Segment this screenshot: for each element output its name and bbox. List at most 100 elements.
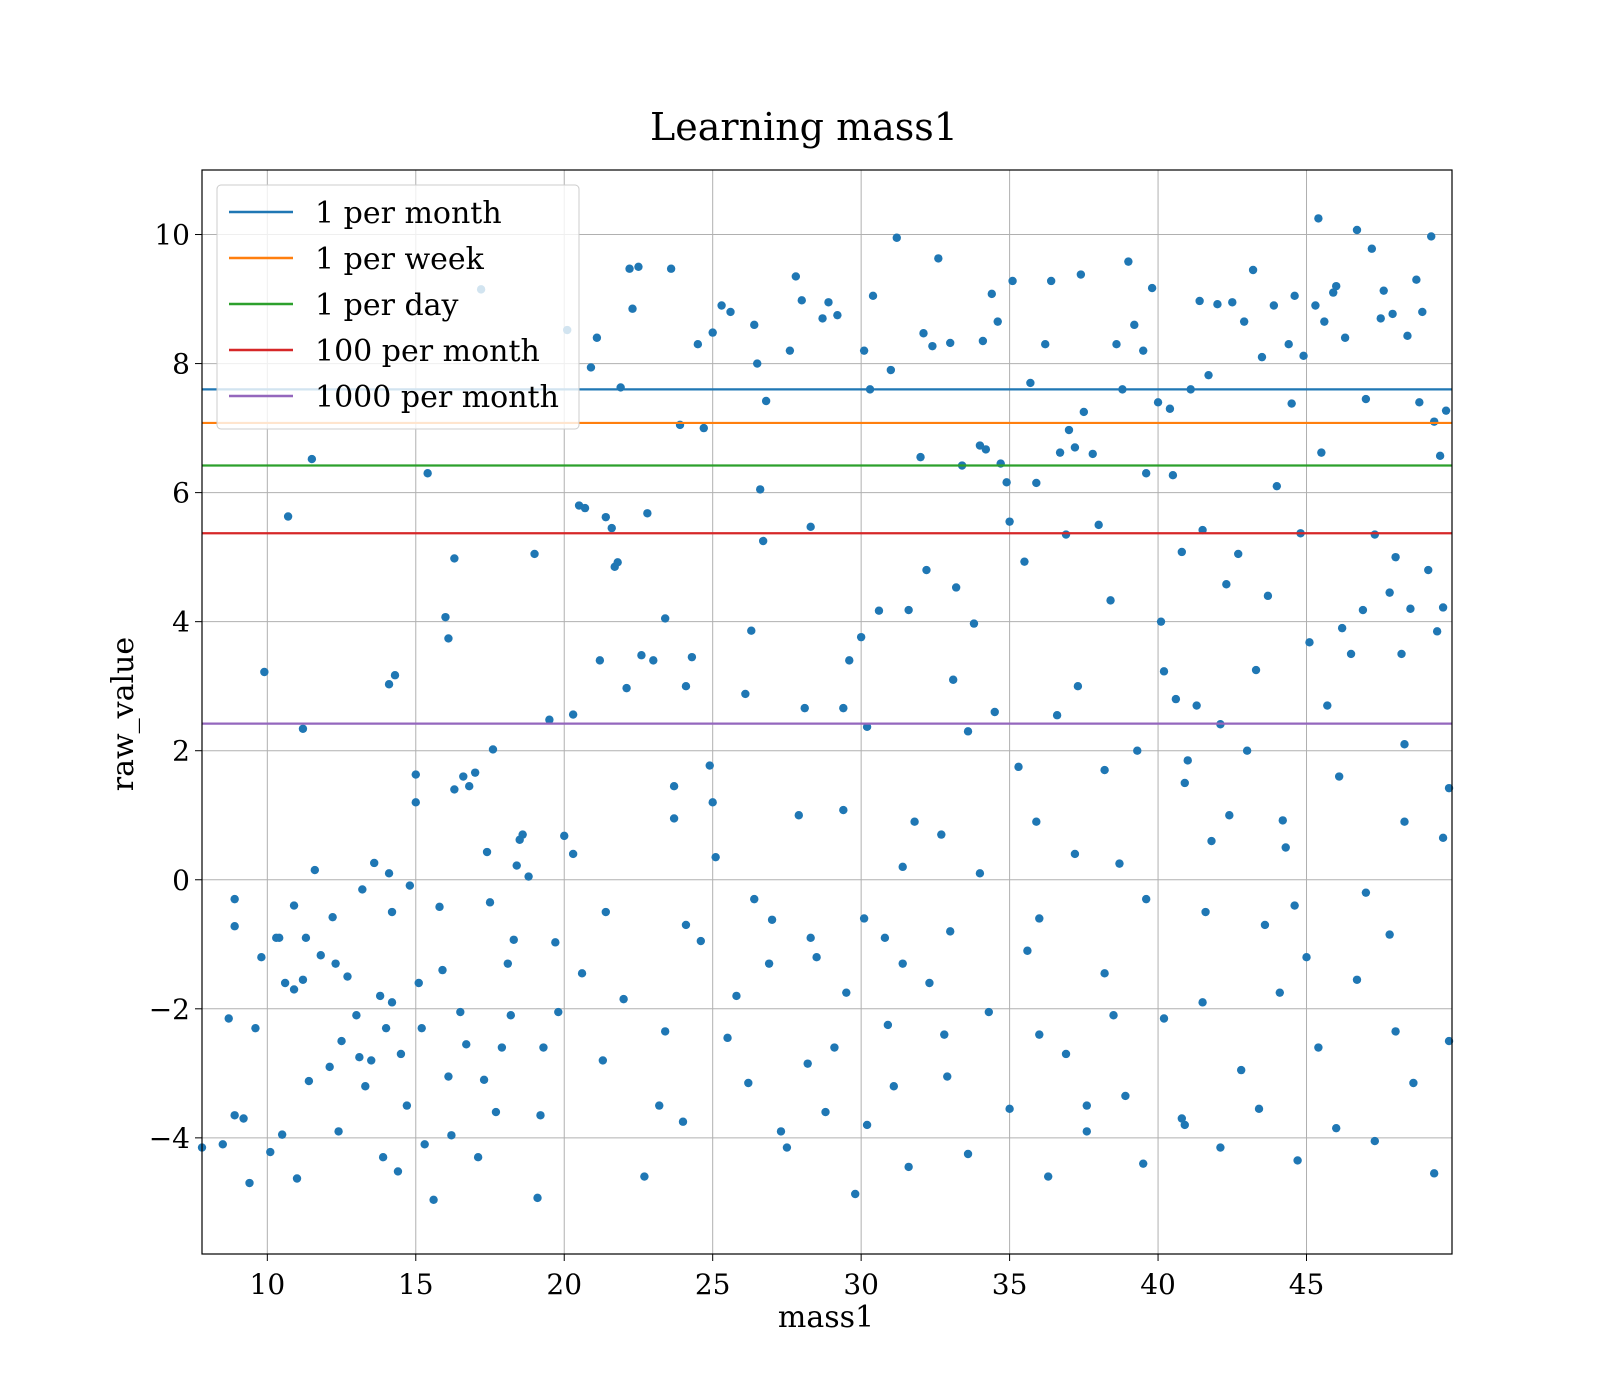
scatter-point <box>230 1111 239 1120</box>
scatter-point <box>1293 1156 1302 1165</box>
scatter-point <box>868 291 878 301</box>
scatter-point <box>990 707 999 717</box>
scatter-point <box>438 965 447 975</box>
scatter-point <box>245 1178 254 1188</box>
scatter-point <box>230 894 239 904</box>
scatter-point <box>545 715 554 724</box>
scatter-point <box>981 445 991 454</box>
scatter-point <box>592 333 602 342</box>
scatter-point <box>761 396 771 406</box>
x-tick-label: 10 <box>250 1268 286 1301</box>
scatter-point <box>839 703 848 713</box>
scatter-point <box>266 1147 275 1157</box>
scatter-point <box>726 307 735 317</box>
scatter-point <box>343 972 352 981</box>
scatter-point <box>554 1007 563 1017</box>
scatter-point <box>1005 517 1014 526</box>
scatter-point <box>533 1193 542 1203</box>
scatter-point <box>830 1043 839 1052</box>
scatter-point <box>767 915 777 924</box>
scatter-point <box>660 614 670 623</box>
scatter-point <box>1032 478 1041 488</box>
scatter-point <box>387 907 397 917</box>
scatter-point <box>560 831 569 841</box>
scatter-point <box>1153 398 1163 407</box>
scatter-point <box>934 254 943 263</box>
scatter-point <box>666 264 676 273</box>
scatter-point <box>411 770 420 779</box>
scatter-point <box>1228 298 1237 307</box>
scatter-points <box>197 214 1454 1205</box>
scatter-point <box>470 768 480 777</box>
x-tick-label: 25 <box>695 1268 731 1301</box>
scatter-point <box>396 1049 406 1059</box>
y-tick-label: 6 <box>172 477 190 510</box>
scatter-point <box>595 656 605 665</box>
scatter-point <box>277 1130 287 1139</box>
scatter-point <box>375 991 385 1001</box>
scatter-point <box>946 338 955 348</box>
scatter-point <box>874 606 884 615</box>
scatter-point <box>509 935 518 944</box>
y-axis-label: raw_value <box>106 637 141 791</box>
scatter-point <box>289 985 299 994</box>
scatter-point <box>1275 988 1284 997</box>
scatter-point <box>910 817 919 826</box>
scatter-point <box>898 959 907 968</box>
scatter-point <box>1204 370 1213 380</box>
scatter-point <box>883 1020 893 1030</box>
scatter-point <box>1061 1049 1071 1059</box>
scatter-point <box>1406 604 1415 613</box>
scatter-point <box>450 785 459 794</box>
scatter-point <box>1412 275 1421 284</box>
scatter-point <box>580 503 590 513</box>
scatter-point <box>1041 340 1050 349</box>
scatter-point <box>880 933 890 943</box>
scatter-point <box>1112 340 1121 349</box>
scatter-point <box>1023 946 1032 955</box>
scatter-point <box>1216 1143 1225 1152</box>
scatter-point <box>845 656 854 665</box>
scatter-point <box>331 959 340 968</box>
y-tick-label: 0 <box>172 864 190 897</box>
scatter-point <box>785 346 795 355</box>
scatter-point <box>723 1033 732 1043</box>
legend-label: 100 per month <box>315 334 540 369</box>
scatter-point <box>1183 756 1192 765</box>
scatter-point <box>1082 1127 1091 1136</box>
scatter-point <box>367 1056 376 1065</box>
scatter-point <box>1198 525 1207 535</box>
scatter-point <box>1361 888 1371 897</box>
scatter-point <box>1020 557 1029 566</box>
scatter-point <box>842 988 851 997</box>
x-tick-label: 15 <box>398 1268 434 1301</box>
scatter-point <box>334 1127 343 1136</box>
scatter-point <box>1064 425 1074 435</box>
legend-label: 1 per day <box>315 288 459 323</box>
scatter-point <box>577 969 587 978</box>
scatter-point <box>1263 591 1273 601</box>
scatter-point <box>1139 346 1148 355</box>
scatter-point <box>1180 778 1189 788</box>
scatter-point <box>1397 649 1406 659</box>
scatter-point <box>919 329 928 338</box>
scatter-point <box>355 1053 364 1062</box>
scatter-point <box>1201 907 1210 917</box>
scatter-point <box>1159 667 1169 676</box>
y-tick-label: 10 <box>154 219 190 252</box>
scatter-point <box>465 782 474 791</box>
scatter-point <box>488 745 498 754</box>
scatter-point <box>969 619 979 628</box>
scatter-point <box>1302 952 1311 962</box>
scatter-point <box>975 869 985 878</box>
scatter-point <box>1002 478 1011 487</box>
scatter-point <box>1222 580 1231 589</box>
scatter-point <box>304 1076 314 1086</box>
scatter-point <box>417 1023 426 1033</box>
scatter-point <box>1415 398 1424 407</box>
y-tick-label: 4 <box>172 606 190 639</box>
scatter-point <box>1156 617 1166 626</box>
scatter-point <box>1242 746 1252 755</box>
scatter-point <box>316 951 325 960</box>
scatter-point <box>1100 969 1109 978</box>
